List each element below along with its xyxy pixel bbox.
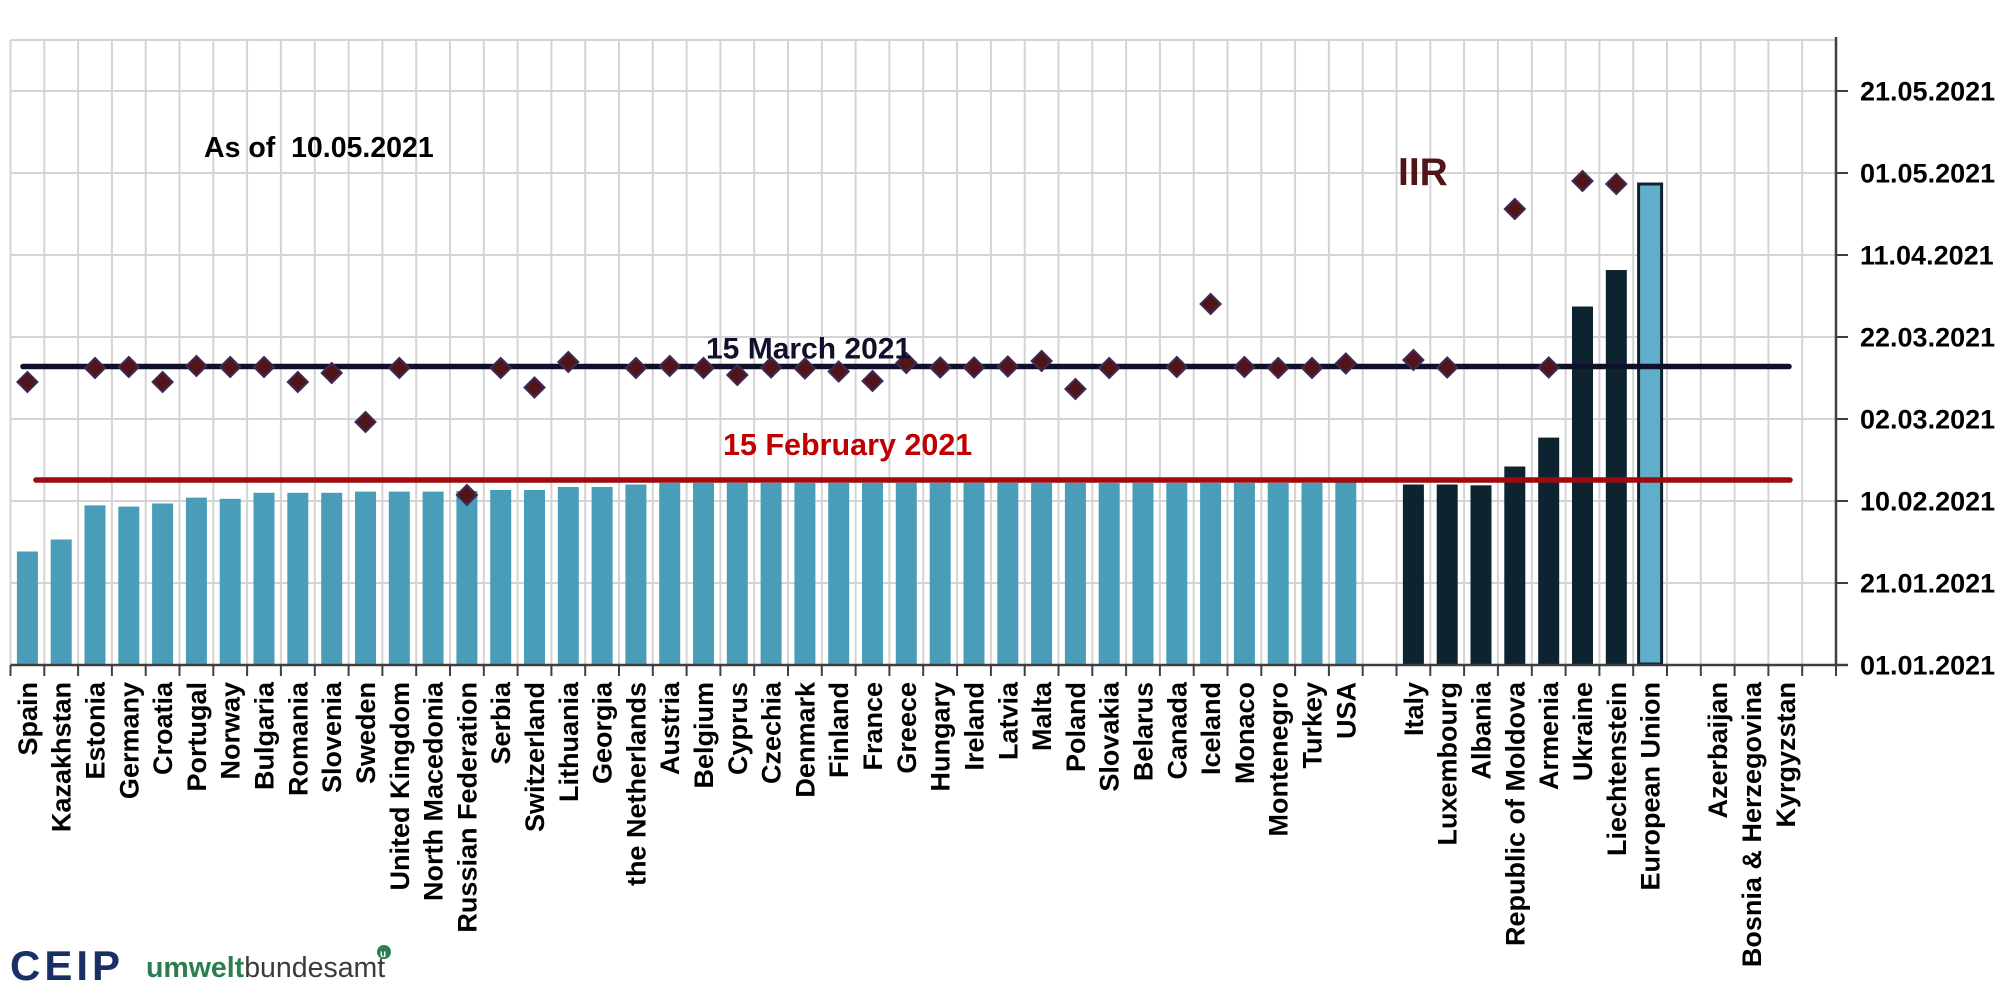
svg-text:Iceland: Iceland [1196,682,1226,775]
svg-text:Ukraine: Ukraine [1568,682,1598,781]
svg-text:01.01.2021: 01.01.2021 [1860,651,1995,681]
svg-text:Estonia: Estonia [81,681,111,780]
svg-text:Romania: Romania [283,681,313,796]
svg-text:Poland: Poland [1061,682,1091,772]
svg-text:01.05.2021: 01.05.2021 [1860,159,1995,189]
svg-text:European Union: European Union [1636,682,1666,891]
svg-text:Spain: Spain [13,682,43,756]
svg-text:Turkey: Turkey [1298,682,1328,769]
svg-text:Czechia: Czechia [757,681,787,784]
svg-text:Azerbaijan: Azerbaijan [1703,682,1733,819]
svg-text:Slovakia: Slovakia [1095,681,1125,792]
svg-text:22.03.2021: 22.03.2021 [1860,323,1995,353]
svg-text:Albania: Albania [1467,681,1497,780]
svg-text:Norway: Norway [216,682,246,780]
svg-text:Kazakhstan: Kazakhstan [47,682,77,832]
svg-text:Serbia: Serbia [486,681,516,765]
svg-text:Liechtenstein: Liechtenstein [1602,682,1632,856]
svg-text:Kyrgyzstan: Kyrgyzstan [1771,682,1801,828]
svg-text:15 March 2021: 15 March 2021 [706,333,911,366]
svg-text:Sweden: Sweden [351,682,381,784]
svg-text:Greece: Greece [892,682,922,774]
svg-text:21.01.2021: 21.01.2021 [1860,569,1995,599]
svg-text:United Kingdom: United Kingdom [385,682,415,890]
svg-text:USA: USA [1331,682,1361,739]
svg-text:10.02.2021: 10.02.2021 [1860,487,1995,517]
svg-text:Germany: Germany [114,682,144,799]
svg-text:Finland: Finland [824,682,854,778]
svg-text:Monaco: Monaco [1230,682,1260,784]
svg-text:Ireland: Ireland [960,682,990,771]
svg-text:Montenegro: Montenegro [1264,682,1294,837]
svg-text:Cyprus: Cyprus [723,682,753,775]
svg-text:Portugal: Portugal [182,682,212,792]
svg-text:15 February 2021: 15 February 2021 [723,428,972,462]
svg-text:umweltbundesamt: umweltbundesamt [146,952,385,984]
svg-text:the Netherlands: the Netherlands [621,682,651,886]
svg-text:Lithuania: Lithuania [554,681,584,802]
svg-text:11.04.2021: 11.04.2021 [1860,241,1994,271]
svg-text:North Macedonia: North Macedonia [419,681,449,901]
svg-text:Italy: Italy [1399,682,1429,736]
svg-text:Malta: Malta [1027,681,1057,751]
svg-text:IIR: IIR [1398,151,1448,194]
svg-text:Denmark: Denmark [790,681,820,798]
svg-text:21.05.2021: 21.05.2021 [1860,77,1995,107]
svg-text:Bosnia & Herzegovina: Bosnia & Herzegovina [1737,681,1767,967]
svg-text:02.03.2021: 02.03.2021 [1860,405,1995,435]
svg-text:Luxembourg: Luxembourg [1433,682,1463,846]
svg-text:Switzerland: Switzerland [520,682,550,832]
svg-text:As of 10.05.2021: As of 10.05.2021 [204,132,434,164]
svg-text:Canada: Canada [1162,681,1192,780]
svg-text:Bulgaria: Bulgaria [250,681,280,790]
svg-text:Russian Federation: Russian Federation [452,682,482,933]
svg-text:Austria: Austria [655,681,685,775]
svg-text:France: France [858,682,888,771]
svg-text:CEIP: CEIP [10,942,124,989]
svg-text:Slovenia: Slovenia [317,681,347,793]
svg-text:Croatia: Croatia [148,681,178,775]
svg-text:Georgia: Georgia [588,681,618,784]
svg-text:Latvia: Latvia [993,681,1023,760]
svg-text:Republic of Moldova: Republic of Moldova [1500,681,1530,946]
svg-text:Armenia: Armenia [1534,681,1564,790]
svg-text:Belarus: Belarus [1129,682,1159,781]
svg-text:u: u [380,949,386,960]
svg-text:Hungary: Hungary [926,682,956,792]
svg-text:Belgium: Belgium [689,682,719,789]
